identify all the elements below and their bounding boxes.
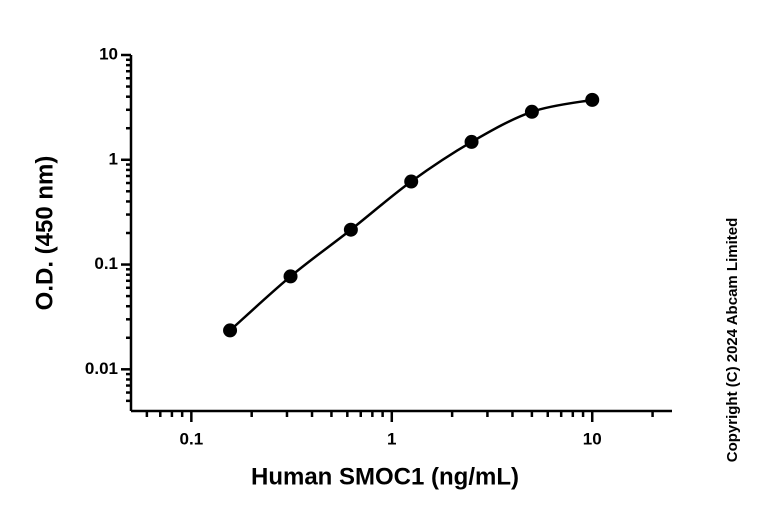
y-tick-label: 0.01 (85, 359, 118, 378)
data-point (404, 174, 419, 189)
y-tick-label: 1 (109, 149, 118, 168)
x-tick-label: 1 (387, 429, 396, 448)
y-axis-title: O.D. (450 nm) (31, 156, 58, 311)
x-tick-label: 0.1 (180, 429, 204, 448)
x-tick-label: 10 (583, 429, 602, 448)
fit-curve (229, 98, 593, 332)
data-point (223, 323, 238, 338)
data-point (283, 269, 298, 284)
x-axis-title: Human SMOC1 (ng/mL) (251, 463, 519, 490)
y-tick-label: 10 (99, 44, 118, 63)
copyright: Copyright (C) 2024 Abcam Limited (724, 218, 741, 462)
data-point (585, 92, 600, 107)
data-point (524, 104, 539, 119)
data-point (343, 222, 358, 237)
data-point (464, 134, 479, 149)
y-tick-label: 0.1 (94, 254, 118, 273)
